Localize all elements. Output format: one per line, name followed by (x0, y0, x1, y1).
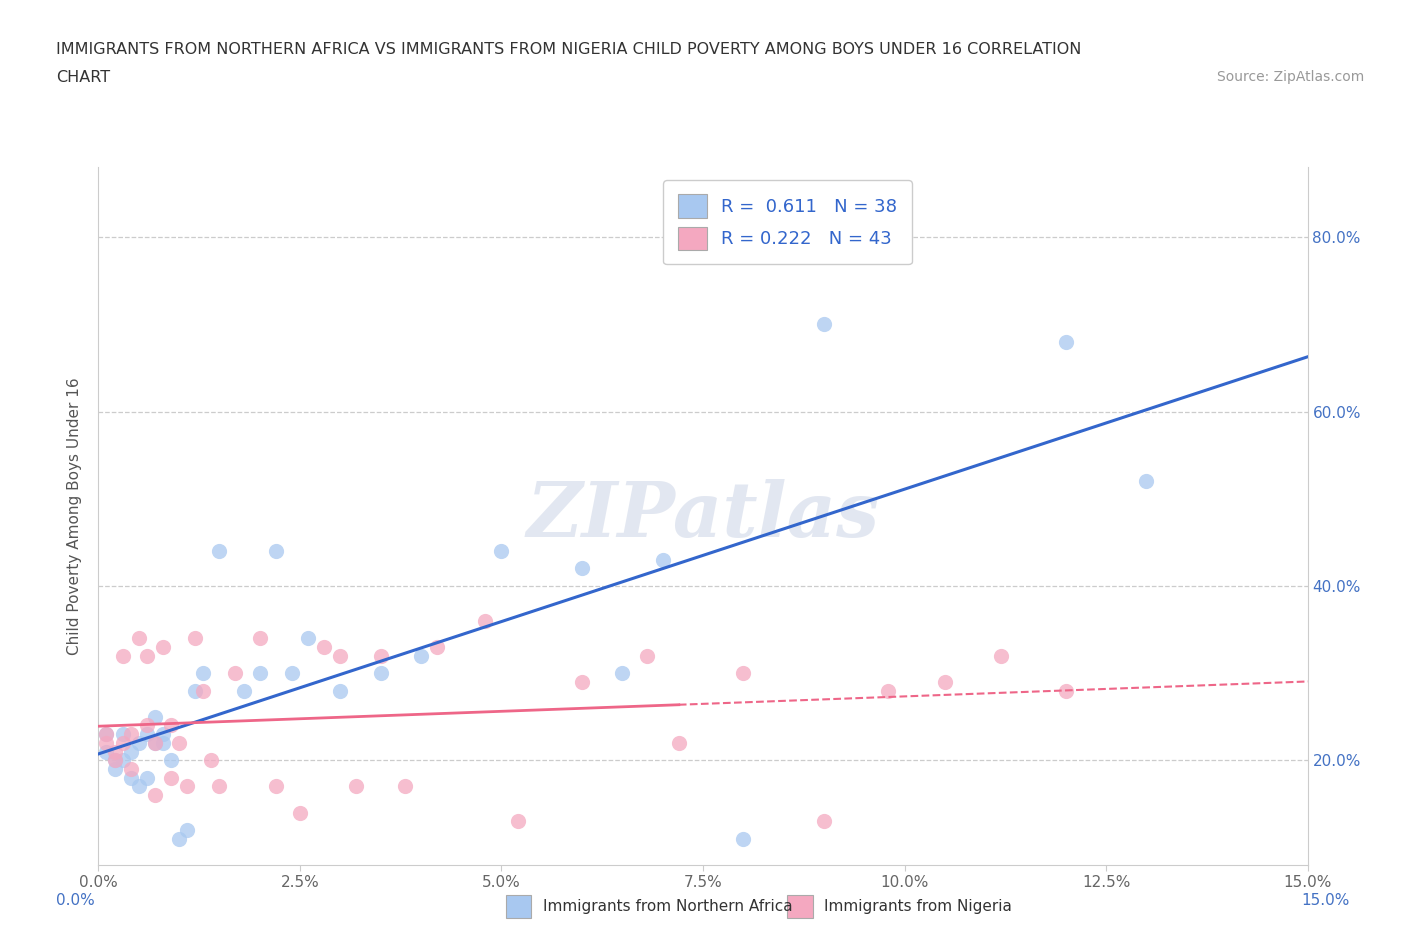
Point (143, 736, 166, 751)
Point (103, 744, 125, 759)
Point (96, 736, 118, 751)
Point (135, 770, 157, 785)
Point (288, 805, 311, 820)
Point (200, 753, 222, 768)
Point (249, 666, 271, 681)
Point (636, 648, 658, 663)
Point (571, 674, 593, 689)
Point (1135, 474, 1157, 489)
Point (224, 666, 246, 681)
Point (733, 666, 755, 681)
Point (329, 648, 352, 663)
Point (877, 683, 900, 698)
Y-axis label: Child Poverty Among Boys Under 16: Child Poverty Among Boys Under 16 (66, 378, 82, 655)
Point (208, 779, 231, 794)
Point (184, 683, 207, 698)
Point (571, 561, 593, 576)
Point (394, 779, 416, 794)
Text: Source: ZipAtlas.com: Source: ZipAtlas.com (1216, 70, 1364, 84)
Point (344, 779, 367, 794)
Point (651, 552, 673, 567)
Point (264, 543, 287, 558)
Text: IMMIGRANTS FROM NORTHERN AFRICA VS IMMIGRANTS FROM NIGERIA CHILD POVERTY AMONG B: IMMIGRANTS FROM NORTHERN AFRICA VS IMMIG… (56, 42, 1081, 57)
Point (103, 753, 125, 768)
Point (111, 736, 134, 751)
Bar (787, 895, 813, 919)
Point (143, 710, 166, 724)
Point (934, 674, 956, 689)
Point (143, 736, 166, 751)
Point (111, 753, 134, 768)
Point (813, 814, 835, 829)
Point (370, 666, 392, 681)
Point (135, 718, 157, 733)
Point (111, 648, 134, 663)
Point (281, 666, 304, 681)
Point (612, 666, 634, 681)
Text: 15.0%: 15.0% (1302, 893, 1350, 908)
Point (128, 631, 150, 645)
Point (128, 736, 150, 751)
Point (96, 744, 118, 759)
Point (167, 736, 190, 751)
Point (314, 640, 336, 655)
Point (491, 543, 513, 558)
Point (1054, 335, 1077, 350)
Point (128, 779, 150, 794)
Point (111, 726, 134, 741)
Text: Immigrants from Nigeria: Immigrants from Nigeria (824, 899, 1012, 914)
Text: 0.0%: 0.0% (56, 893, 96, 908)
Point (120, 770, 142, 785)
Point (143, 788, 166, 803)
Point (232, 683, 254, 698)
Point (1054, 683, 1077, 698)
Text: CHART: CHART (56, 70, 110, 85)
Legend: R =  0.611   N = 38, R = 0.222   N = 43: R = 0.611 N = 38, R = 0.222 N = 43 (664, 179, 911, 264)
Point (96, 726, 118, 741)
Point (193, 666, 215, 681)
Point (152, 736, 174, 751)
Point (329, 683, 352, 698)
Point (990, 648, 1012, 663)
Bar (506, 895, 531, 919)
Point (409, 648, 432, 663)
Point (120, 726, 142, 741)
Point (103, 762, 125, 777)
Point (135, 648, 157, 663)
Point (506, 814, 529, 829)
Point (135, 726, 157, 741)
Point (184, 631, 207, 645)
Point (426, 640, 449, 655)
Point (297, 631, 319, 645)
Point (813, 317, 835, 332)
Text: Immigrants from Northern Africa: Immigrants from Northern Africa (543, 899, 793, 914)
Point (160, 753, 183, 768)
Point (176, 823, 198, 838)
Point (264, 779, 287, 794)
Point (152, 640, 174, 655)
Point (160, 718, 183, 733)
Text: ZIPatlas: ZIPatlas (526, 479, 880, 553)
Point (152, 726, 174, 741)
Point (249, 631, 271, 645)
Point (474, 614, 496, 629)
Point (96, 726, 118, 741)
Point (167, 831, 190, 846)
Point (733, 831, 755, 846)
Point (370, 648, 392, 663)
Point (176, 779, 198, 794)
Point (208, 543, 231, 558)
Point (120, 762, 142, 777)
Point (668, 736, 690, 751)
Point (193, 683, 215, 698)
Point (103, 753, 125, 768)
Point (160, 770, 183, 785)
Point (120, 744, 142, 759)
